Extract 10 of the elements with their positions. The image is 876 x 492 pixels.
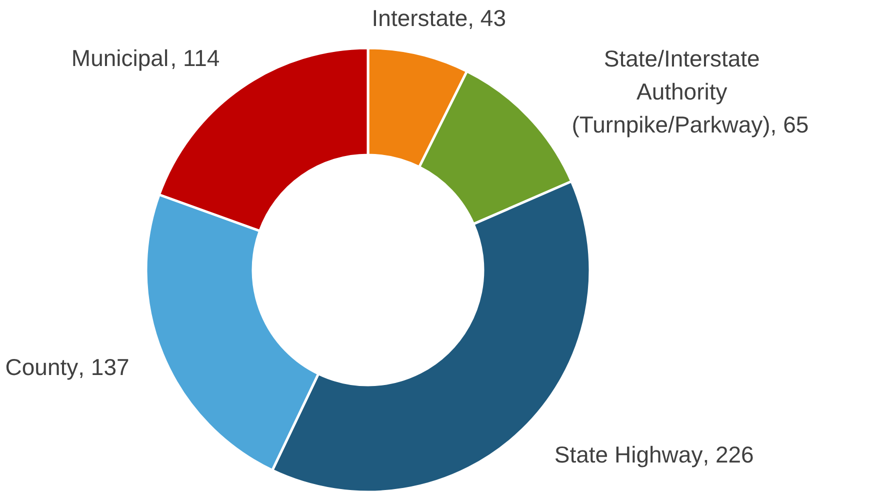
slice-label: State/Interstate Authority (Turnpike/Parkway) (572, 45, 770, 138)
slice-label: County (5, 354, 79, 380)
data-label: , 65 (770, 111, 809, 138)
slice-label: Municipal (71, 44, 169, 71)
slice-label: State Highway (554, 442, 704, 468)
data-label: , 137 (78, 354, 130, 380)
data-label: , 114 (170, 44, 220, 71)
slice-label: Interstate (372, 4, 468, 31)
data-label: , 226 (702, 442, 754, 468)
data-label: , 43 (468, 4, 506, 31)
